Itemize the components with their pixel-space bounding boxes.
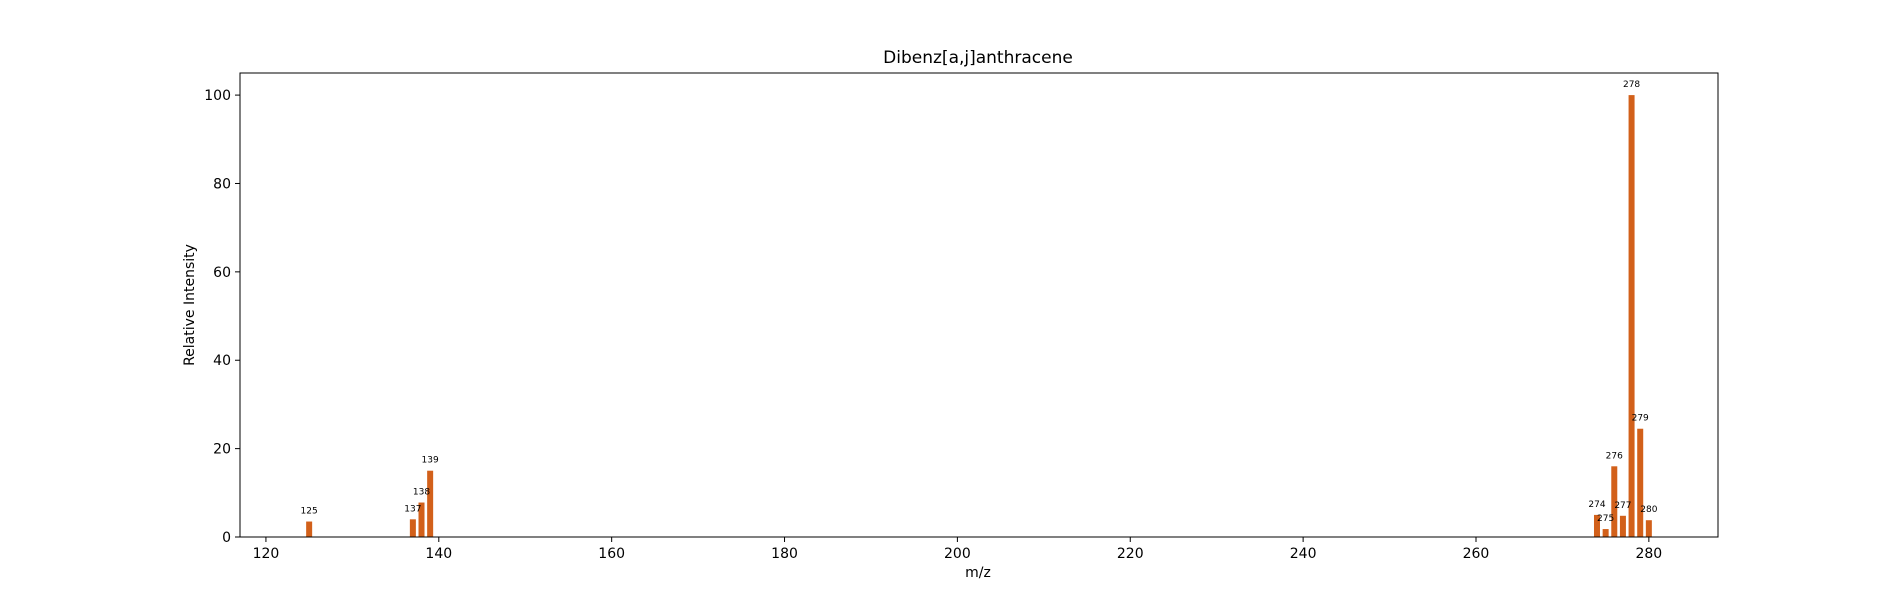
bar-279 xyxy=(1637,428,1644,537)
y-tick-label-20: 20 xyxy=(213,442,231,458)
data-label-279: 279 xyxy=(1632,414,1649,424)
bar-275 xyxy=(1602,529,1609,537)
x-tick-label-140: 140 xyxy=(425,546,452,562)
bar-278 xyxy=(1628,95,1635,537)
bars-group xyxy=(306,95,1652,537)
bar-139 xyxy=(427,470,434,537)
y-axis: 0 20 40 60 80 100 xyxy=(204,88,240,546)
y-tick-label-80: 80 xyxy=(213,176,231,192)
x-tick-label-160: 160 xyxy=(598,546,625,562)
x-tick-label-120: 120 xyxy=(253,546,280,562)
data-label-277: 277 xyxy=(1614,501,1631,511)
bar-138 xyxy=(418,502,425,537)
bar-276 xyxy=(1611,466,1618,537)
bar-137 xyxy=(409,519,416,537)
bar-125 xyxy=(306,521,313,537)
data-label-138: 138 xyxy=(413,488,430,498)
chart-title: Dibenz[a,j]anthracene xyxy=(883,48,1073,68)
data-label-125: 125 xyxy=(301,507,318,517)
bar-277 xyxy=(1619,515,1626,537)
x-tick-label-220: 220 xyxy=(1117,546,1144,562)
bar-274 xyxy=(1593,514,1600,537)
data-label-274: 274 xyxy=(1588,500,1605,510)
x-tick-label-280: 280 xyxy=(1635,546,1662,562)
x-tick-label-240: 240 xyxy=(1290,546,1317,562)
bar-280 xyxy=(1645,520,1652,537)
y-tick-label-0: 0 xyxy=(222,530,231,546)
x-tick-label-260: 260 xyxy=(1463,546,1490,562)
x-axis-label: m/z xyxy=(965,565,991,581)
y-tick-label-60: 60 xyxy=(213,265,231,281)
y-tick-label-40: 40 xyxy=(213,353,231,369)
data-label-278: 278 xyxy=(1623,80,1640,90)
x-axis: 120 140 160 180 200 220 240 260 280 xyxy=(253,537,1662,562)
x-tick-label-180: 180 xyxy=(771,546,798,562)
data-labels-group: 125 137 138 139 274 275 276 277 278 279 280 xyxy=(301,80,1658,524)
data-label-139: 139 xyxy=(422,456,439,466)
y-tick-label-100: 100 xyxy=(204,88,231,104)
data-label-280: 280 xyxy=(1640,505,1657,515)
x-tick-label-200: 200 xyxy=(944,546,971,562)
data-label-275: 275 xyxy=(1597,514,1614,524)
data-label-137: 137 xyxy=(404,504,421,514)
y-axis-label: Relative Intensity xyxy=(182,244,198,366)
plot-frame xyxy=(239,72,1719,538)
data-label-276: 276 xyxy=(1606,451,1623,461)
